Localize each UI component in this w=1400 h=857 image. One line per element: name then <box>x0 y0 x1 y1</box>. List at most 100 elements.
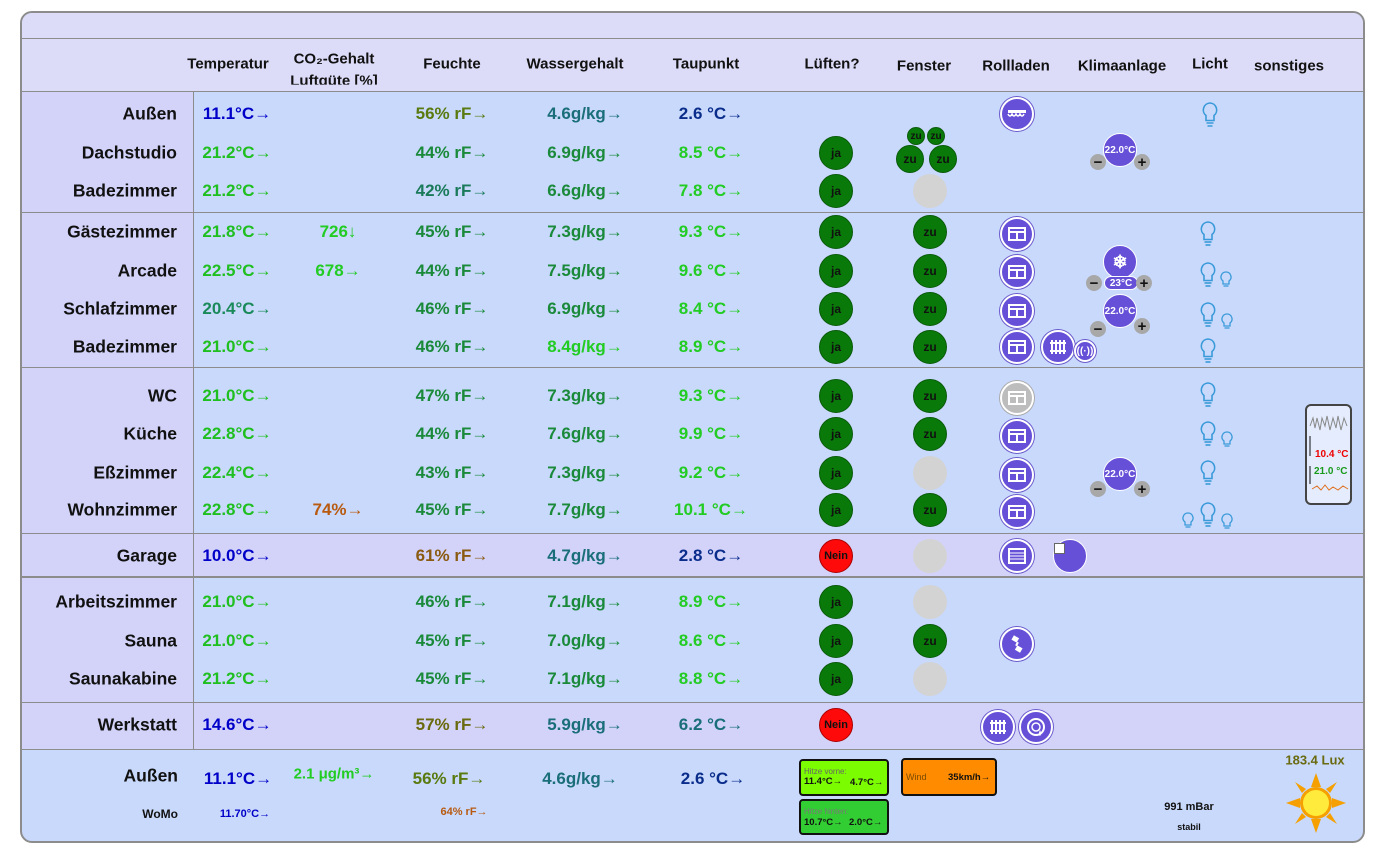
ventilate-status[interactable]: ja <box>819 330 853 364</box>
wind-box[interactable]: Wind 35km/h→ <box>901 758 997 796</box>
sparkline-chart <box>1309 415 1349 491</box>
shutter-button[interactable] <box>1000 495 1034 529</box>
light-bulb-icon[interactable] <box>1199 261 1217 289</box>
climate-plus-button[interactable]: + <box>1134 154 1150 170</box>
water-content-value: 7.1g/kg→ <box>547 592 623 611</box>
light-bulb-small-icon[interactable] <box>1221 513 1233 531</box>
climate-minus-button[interactable]: − <box>1086 275 1102 291</box>
light-bulb-small-icon[interactable] <box>1182 512 1194 530</box>
room-name: Badezimmer <box>72 180 177 201</box>
humidity-value: 45% rF→ <box>415 222 489 241</box>
ventilate-status[interactable]: ja <box>819 215 853 249</box>
ventilate-status[interactable]: ja <box>819 456 853 490</box>
top-strip <box>22 13 1363 38</box>
temperature-value: 21.2°C→ <box>202 181 272 200</box>
climate-setpoint[interactable]: 22.0°C <box>1103 133 1137 167</box>
light-bulb-icon[interactable] <box>1199 301 1217 329</box>
room-name: Saunakabine <box>69 668 177 689</box>
co2-value: 74%→ <box>312 500 364 519</box>
ventilate-status[interactable]: ja <box>819 174 853 208</box>
hitze-vorne-box[interactable]: Hitze vorne: 11.4°C→ 4.7°C→ <box>799 759 889 796</box>
window-status-small[interactable]: zu <box>907 127 925 145</box>
humidity-value: 45% rF→ <box>415 631 489 650</box>
ventilate-status[interactable]: ja <box>819 254 853 288</box>
water-content-value: 8.4g/kg→ <box>547 337 623 356</box>
climate-plus-button[interactable]: + <box>1134 481 1150 497</box>
climate-minus-button[interactable]: − <box>1090 154 1106 170</box>
window-status[interactable]: zu <box>913 624 947 658</box>
window-status[interactable]: zu <box>913 330 947 364</box>
climate-setpoint[interactable]: 23°C <box>1104 276 1138 290</box>
window-status[interactable]: zu <box>913 379 947 413</box>
climate-setpoint[interactable]: 22.0°C <box>1103 457 1137 491</box>
header-temperatur: Temperatur <box>187 55 269 73</box>
ventilate-status[interactable]: ja <box>819 136 853 170</box>
window-status-unknown <box>913 174 947 208</box>
radiator-button[interactable] <box>981 710 1015 744</box>
climate-plus-button[interactable]: + <box>1136 275 1152 291</box>
garage-door-button[interactable] <box>1000 539 1034 573</box>
light-bulb-icon[interactable] <box>1199 501 1217 529</box>
ventilate-status[interactable]: ja <box>819 493 853 527</box>
climate-setpoint[interactable]: 22.0°C <box>1103 294 1137 328</box>
window-status[interactable]: zu <box>913 493 947 527</box>
light-bulb-small-icon[interactable] <box>1220 271 1232 289</box>
light-bulb-small-icon[interactable] <box>1221 313 1233 331</box>
ventilate-status[interactable]: ja <box>819 624 853 658</box>
ventilate-status[interactable]: ja <box>819 662 853 696</box>
light-bulb-small-icon[interactable] <box>1221 431 1233 449</box>
shutter-button[interactable] <box>1000 217 1034 251</box>
sauna-fan-button[interactable] <box>1000 627 1034 661</box>
water-content-value: 7.1g/kg→ <box>547 669 623 688</box>
garage-status-button[interactable] <box>1053 539 1087 573</box>
sensor-signal-icon[interactable]: ((·)) <box>1074 340 1096 362</box>
window-status[interactable]: zu <box>913 215 947 249</box>
dewpoint-value: 8.9 °C→ <box>678 337 744 356</box>
window-status-unknown <box>913 456 947 490</box>
humidity-value: 57% rF→ <box>415 715 489 734</box>
room-name: Badezimmer <box>72 336 177 357</box>
light-bulb-icon[interactable] <box>1199 381 1217 409</box>
shutter-button-inactive[interactable] <box>1000 381 1034 415</box>
shutter-button[interactable] <box>1000 255 1034 289</box>
window-status[interactable]: zu <box>896 145 924 173</box>
awning-button[interactable] <box>1000 97 1034 131</box>
window-status[interactable]: zu <box>913 292 947 326</box>
water-content-value: 4.6g/kg→ <box>547 104 623 123</box>
humidity-value: 56% rF→ <box>415 104 489 123</box>
shutter-button[interactable] <box>1000 419 1034 453</box>
window-status-small[interactable]: zu <box>927 127 945 145</box>
sun-icon <box>1286 773 1346 833</box>
shutter-button[interactable] <box>1000 330 1034 364</box>
ventilate-status[interactable]: Nein <box>819 708 853 742</box>
climate-minus-button[interactable]: − <box>1090 481 1106 497</box>
ventilate-status[interactable]: Nein <box>819 539 853 573</box>
water-heater-button[interactable] <box>1019 710 1053 744</box>
shutter-button[interactable] <box>1000 294 1034 328</box>
climate-minus-button[interactable]: − <box>1090 321 1106 337</box>
ventilate-status[interactable]: ja <box>819 379 853 413</box>
window-status[interactable]: zu <box>929 145 957 173</box>
hitze-hinten-label: Hitze hinten: <box>804 807 849 816</box>
climate-plus-button[interactable]: + <box>1134 318 1150 334</box>
header-feuchte: Feuchte <box>423 55 481 73</box>
water-content-value: 5.9g/kg→ <box>547 715 623 734</box>
hitze-hinten-box[interactable]: Hitze hinten: 10.7°C→ 2.0°C→ <box>799 799 889 835</box>
window-status[interactable]: zu <box>913 417 947 451</box>
ventilate-status[interactable]: ja <box>819 292 853 326</box>
hitze-hinten-b: 2.0°C→ <box>849 817 883 828</box>
light-bulb-icon[interactable] <box>1199 420 1217 448</box>
light-bulb-icon[interactable] <box>1199 337 1217 365</box>
co2-value: 678→ <box>315 261 361 280</box>
ventilate-status[interactable]: ja <box>819 417 853 451</box>
window-status[interactable]: zu <box>913 254 947 288</box>
radiator-button[interactable] <box>1041 330 1075 364</box>
light-bulb-icon[interactable] <box>1199 459 1217 487</box>
climate-snowflake-button[interactable]: ❄ <box>1103 245 1137 279</box>
shutter-button[interactable] <box>1000 458 1034 492</box>
light-bulb-icon[interactable] <box>1199 220 1217 248</box>
ventilate-status[interactable]: ja <box>819 585 853 619</box>
light-bulb-icon[interactable] <box>1201 101 1219 129</box>
section-garage <box>22 533 1363 578</box>
temperature-sparkline-widget[interactable]: 10.4 °C 21.0 °C <box>1305 404 1352 505</box>
